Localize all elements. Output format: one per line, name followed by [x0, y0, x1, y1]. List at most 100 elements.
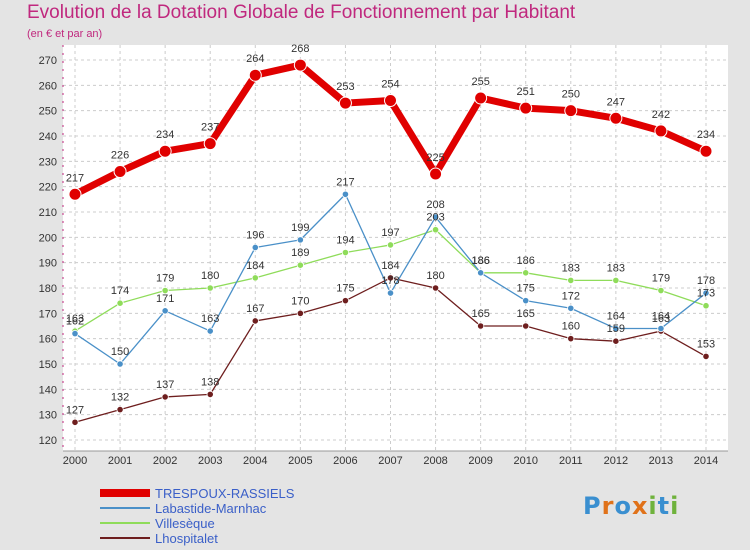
data-point [341, 190, 350, 198]
x-tick-label: 2014 [694, 455, 718, 467]
data-point [564, 104, 578, 118]
data-label: 160 [562, 321, 580, 333]
y-tick-label: 140 [39, 384, 57, 396]
data-point [71, 329, 79, 338]
data-point [161, 307, 169, 315]
data-point [702, 302, 710, 310]
data-label: 164 [607, 311, 625, 323]
data-label: 138 [201, 376, 219, 388]
data-label: 150 [111, 346, 129, 358]
data-label: 208 [426, 199, 444, 211]
x-tick-label: 2004 [243, 455, 267, 467]
data-label: 180 [426, 270, 444, 282]
data-point [567, 335, 575, 343]
data-label: 217 [336, 176, 354, 188]
data-point [296, 236, 304, 244]
data-label: 178 [381, 275, 399, 287]
y-tick-label: 130 [39, 410, 57, 422]
y-tick-label: 150 [39, 359, 57, 371]
data-point [384, 94, 397, 108]
data-label: 170 [291, 295, 309, 307]
data-point [429, 167, 443, 181]
data-point [251, 274, 259, 282]
x-tick-label: 2005 [288, 455, 312, 467]
data-point [522, 322, 530, 330]
data-point [116, 299, 124, 307]
data-point [431, 213, 440, 221]
data-label: 253 [336, 81, 354, 93]
data-point [113, 164, 127, 178]
x-tick-label: 2008 [423, 455, 447, 467]
y-tick-label: 270 [39, 55, 57, 67]
data-point [431, 226, 440, 234]
x-tick-label: 2013 [649, 455, 673, 467]
data-point [474, 91, 488, 105]
data-point [657, 286, 665, 295]
x-tick-label: 2010 [513, 455, 537, 467]
data-label: 217 [66, 172, 84, 184]
proxiti-logo: Proxiti [583, 492, 680, 520]
x-tick-label: 2007 [378, 455, 402, 467]
data-label: 189 [291, 247, 309, 259]
data-label: 167 [246, 303, 264, 315]
y-tick-label: 220 [39, 182, 57, 194]
data-point [567, 304, 575, 312]
data-point [161, 393, 169, 401]
data-label: 183 [562, 262, 580, 274]
x-tick-label: 2012 [604, 455, 628, 467]
y-tick-label: 170 [39, 308, 57, 320]
data-label: 199 [291, 222, 309, 234]
data-label: 163 [652, 313, 670, 325]
data-label: 234 [156, 129, 174, 141]
data-label: 179 [156, 273, 174, 285]
data-point [293, 58, 307, 72]
y-tick-label: 230 [39, 156, 57, 168]
data-point [338, 96, 352, 110]
data-label: 251 [517, 86, 535, 98]
data-label: 225 [426, 152, 444, 164]
data-point [161, 286, 169, 295]
data-label: 237 [201, 122, 219, 134]
data-point [519, 101, 533, 115]
data-label: 175 [336, 283, 354, 295]
data-label: 196 [246, 229, 264, 241]
data-point [386, 241, 395, 249]
data-point [522, 269, 530, 277]
data-point [296, 261, 304, 269]
data-point [612, 276, 620, 284]
data-point [702, 352, 710, 360]
data-point [248, 68, 262, 82]
data-label: 165 [517, 308, 535, 320]
legend-label: Lhospitalet [155, 531, 218, 546]
data-label: 194 [336, 235, 354, 247]
data-point [477, 269, 485, 277]
y-tick-label: 120 [39, 435, 57, 447]
data-point [341, 297, 350, 305]
data-point [612, 324, 620, 333]
x-tick-label: 2001 [108, 455, 132, 467]
data-point [251, 243, 259, 252]
data-label: 184 [381, 260, 399, 272]
data-label: 153 [697, 338, 715, 350]
data-label: 184 [246, 260, 264, 272]
data-label: 175 [517, 283, 535, 295]
x-tick-label: 2011 [559, 455, 583, 467]
data-point [206, 327, 214, 335]
x-tick-label: 2002 [153, 455, 177, 467]
data-label: 171 [156, 293, 174, 305]
x-tick-label: 2009 [468, 455, 492, 467]
data-label: 255 [471, 76, 489, 88]
data-label: 203 [426, 212, 444, 224]
data-point [386, 289, 395, 297]
y-tick-label: 190 [39, 258, 57, 270]
y-tick-label: 160 [39, 334, 57, 346]
data-point [657, 324, 665, 333]
data-point [341, 248, 350, 257]
x-tick-label: 2003 [198, 455, 222, 467]
x-tick-label: 2006 [333, 455, 357, 467]
y-tick-label: 250 [39, 106, 57, 118]
x-tick-label: 2000 [63, 455, 87, 467]
data-point [654, 124, 668, 138]
data-label: 264 [246, 53, 264, 65]
